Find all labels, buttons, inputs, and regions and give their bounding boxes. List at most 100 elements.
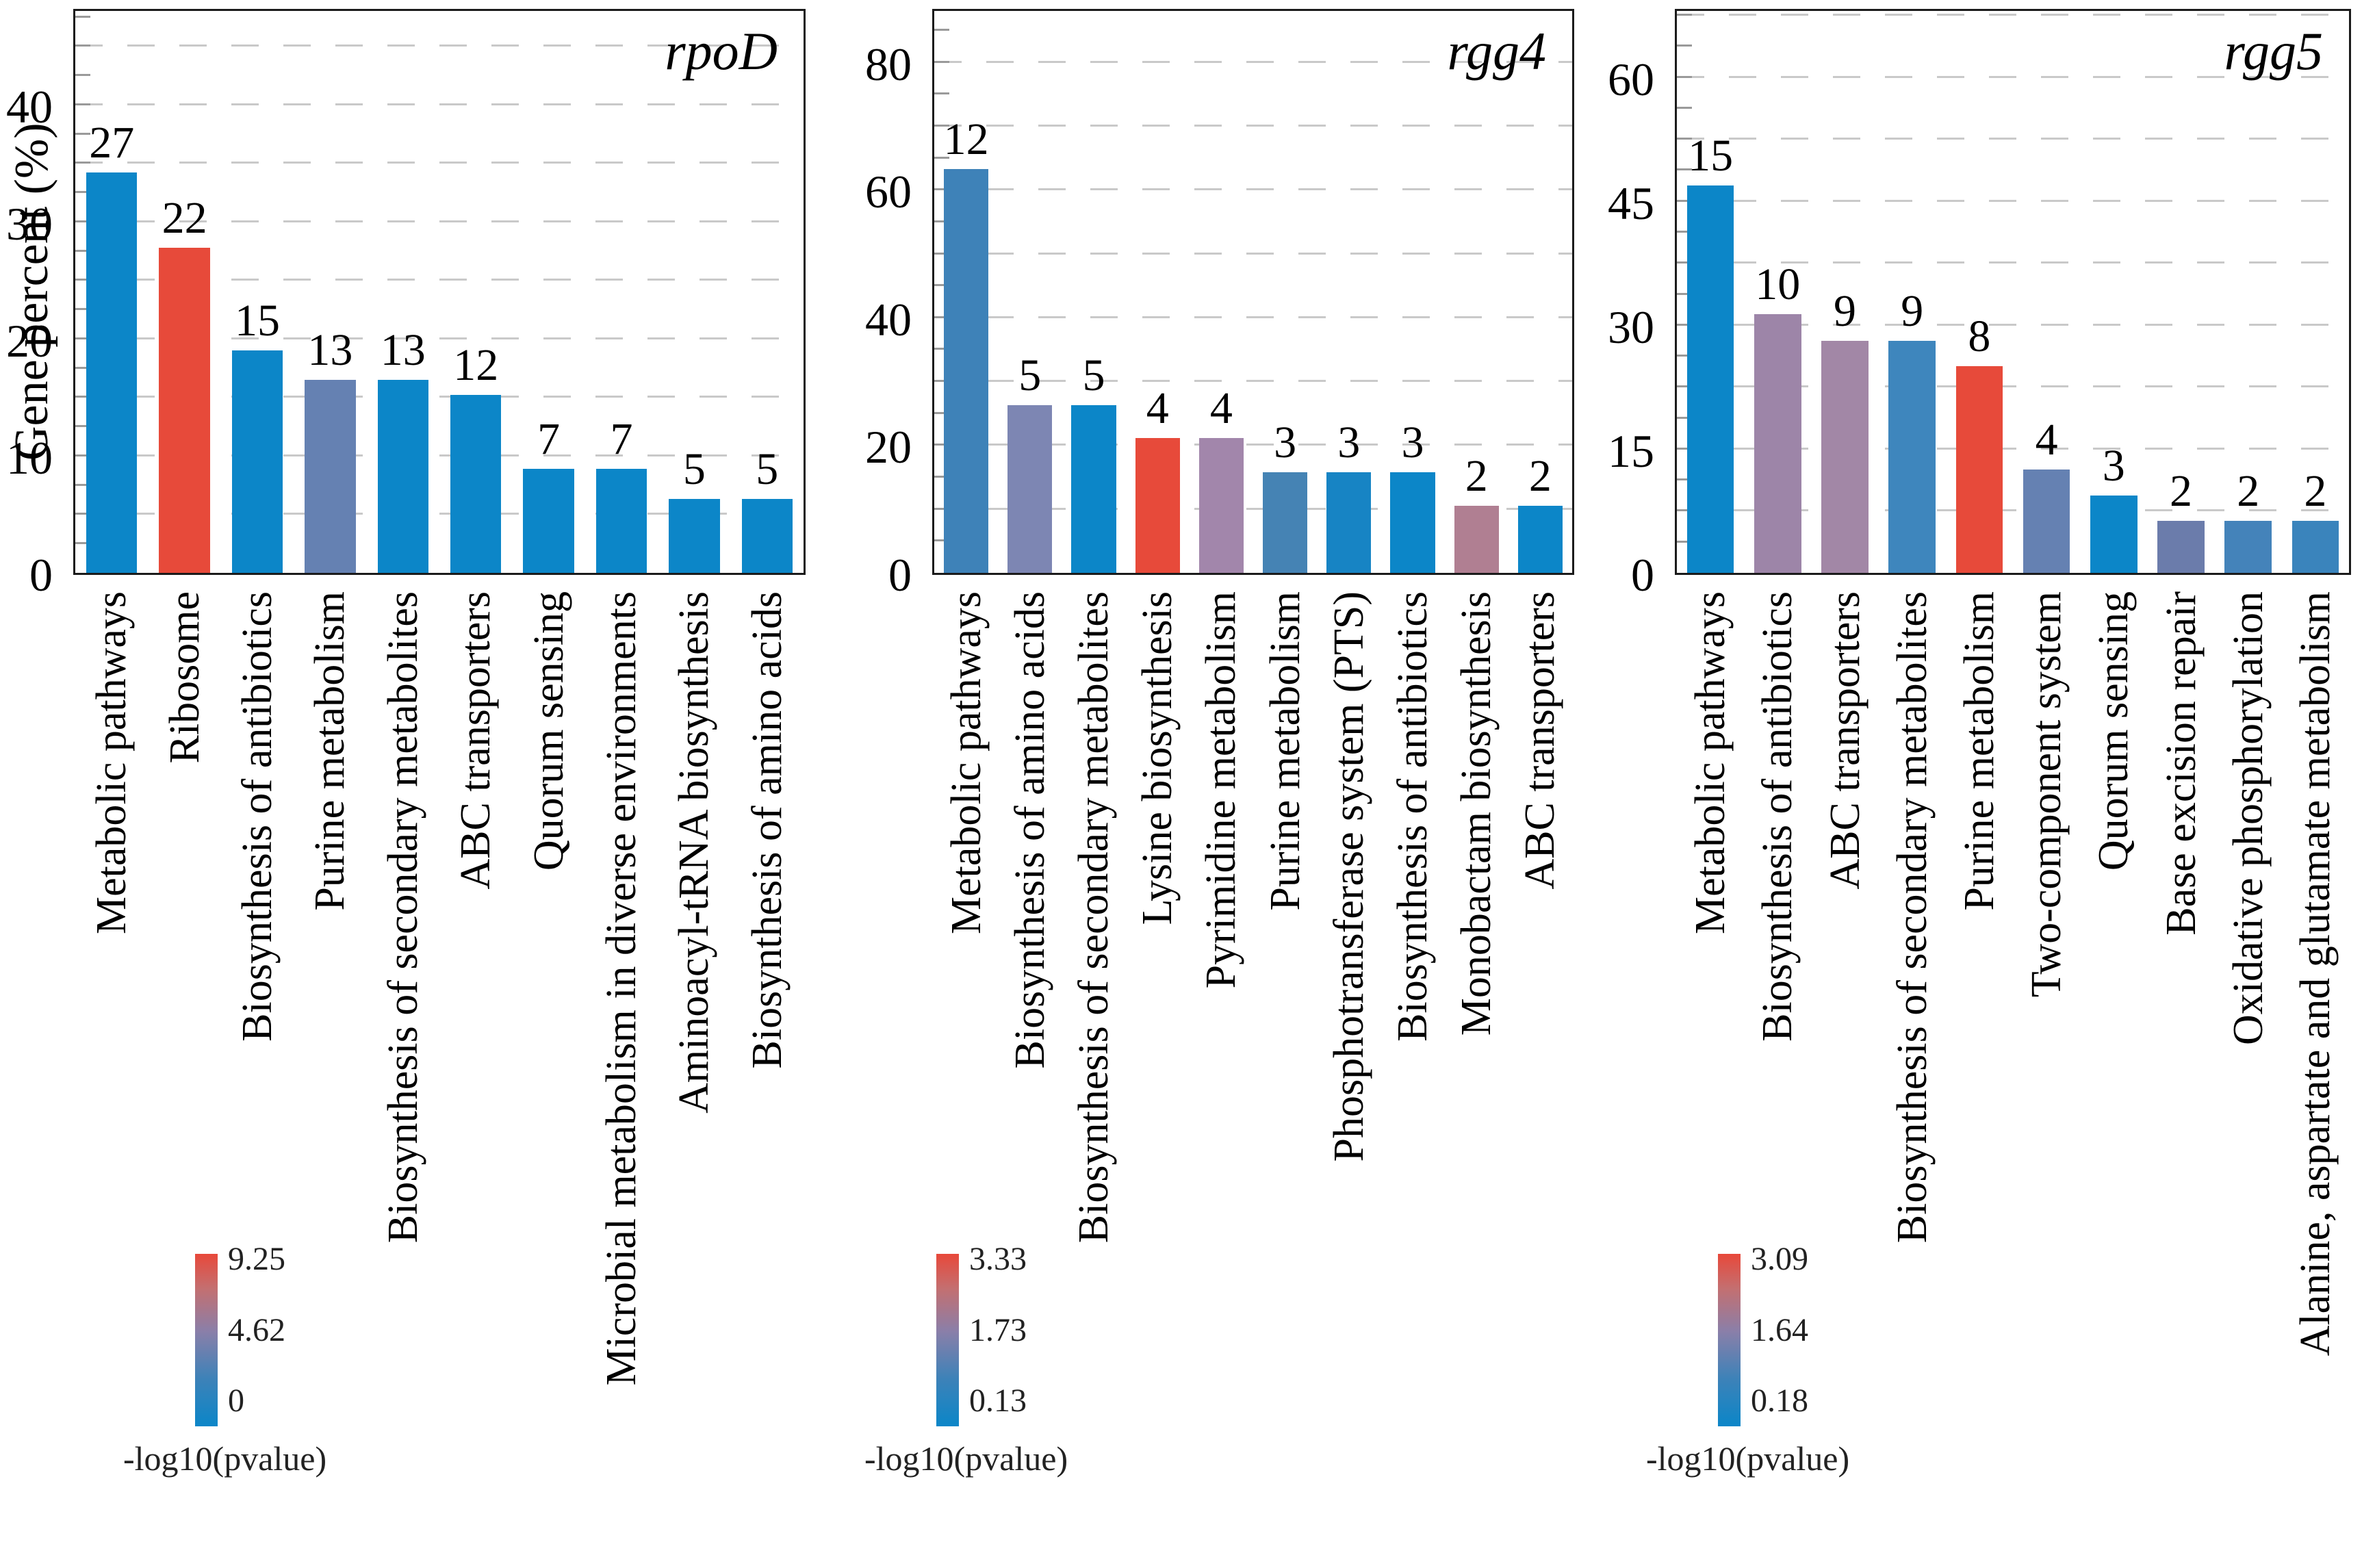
bar-value-label: 15 [235,296,280,346]
gridline [1677,447,2349,450]
y-minor-tick [75,513,90,515]
y-minor-tick [75,483,90,486]
x-category-label: Purine metabolism [1955,591,2003,911]
bar [523,468,574,573]
y-minor-tick [1677,540,1692,543]
legend-tick-label: 1.64 [1751,1312,1808,1348]
x-category-label: Metabolic pathways [88,591,136,935]
bar-value-label: 2 [2170,465,2192,516]
bar [1517,506,1563,573]
y-tick-label: 0 [29,549,53,601]
y-minor-tick [1677,230,1692,233]
bar [2157,520,2205,573]
gridline [75,279,804,281]
y-minor-tick [1677,44,1692,47]
bar-value-label: 4 [1209,383,1233,434]
bar [1135,438,1180,573]
chart-title: rgg4 [1447,21,1546,81]
y-minor-tick [934,411,949,414]
legend-tick-label: 0.18 [1751,1383,1808,1419]
legend-tick-label: 1.73 [969,1312,1027,1348]
y-minor-tick [1677,355,1692,357]
gridline [1677,199,2349,202]
y-minor-tick [75,366,90,369]
gridline [934,316,1572,318]
bar [2090,495,2138,573]
y-minor-tick [1677,168,1692,171]
bar [1071,404,1116,573]
y-tick-label: 20 [6,314,53,367]
bar-value-label: 12 [943,114,989,165]
bar [1754,314,1801,573]
bar-value-label: 3 [1401,417,1424,467]
y-minor-tick [75,44,90,47]
gridline [1677,75,2349,78]
bar [1262,472,1308,573]
y-tick-label: 15 [1608,424,1654,477]
gridline [934,188,1572,191]
bar-value-label: 2 [1465,451,1488,502]
gridline [934,252,1572,255]
bar [1198,438,1244,573]
bar-value-label: 13 [307,324,353,375]
y-minor-tick [75,132,90,135]
y-minor-tick [75,279,90,281]
bar [1454,506,1499,573]
y-minor-tick [934,29,949,31]
gridline [1677,385,2349,388]
y-minor-tick [934,220,949,222]
y-minor-tick [1677,199,1692,202]
bar-value-label: 5 [756,444,779,495]
gridline [934,444,1572,446]
x-category-label: Purine metabolism [307,591,354,911]
bar-value-label: 2 [2304,465,2327,516]
bar-value-label: 5 [682,444,706,495]
legend-caption: -log10(pvalue) [864,1439,1068,1478]
gridline [1677,509,2349,512]
y-minor-tick [934,380,949,383]
y-tick-label: 40 [865,293,912,346]
bar-value-label: 5 [1018,350,1042,400]
legend-caption: -log10(pvalue) [123,1439,327,1478]
x-category-label: Quorum sensing [525,591,572,871]
x-category-label: Purine metabolism [1261,591,1309,911]
x-category-label: Biosynthesis of secondary metabolites [1888,591,1936,1244]
chart-title: rpoD [665,21,778,81]
x-category-label: Metabolic pathways [1687,591,1734,935]
y-tick-label: 0 [1631,549,1654,601]
y-tick-label: 60 [1608,53,1654,105]
legend-tick-label: 0 [228,1383,244,1419]
y-minor-tick [75,454,90,457]
y-minor-tick [75,308,90,311]
bar-value-label: 9 [1901,285,1924,336]
gridline [1677,138,2349,140]
bar-value-label: 2 [2237,465,2260,516]
y-minor-tick [1677,323,1692,326]
bar [1390,472,1435,573]
bar-value-label: 2 [1528,451,1552,502]
x-category-label: Aminoacyl-tRNA biosynthesis [671,591,718,1114]
y-minor-tick [934,348,949,350]
bar [1821,340,1869,573]
x-category-label: ABC transporters [1517,591,1564,890]
y-minor-tick [1677,138,1692,140]
y-tick-label: 30 [1608,300,1654,353]
gridline [934,380,1572,383]
y-minor-tick [75,249,90,252]
y-minor-tick [1677,385,1692,388]
y-minor-tick [75,220,90,222]
bar [595,468,647,573]
y-minor-tick [934,284,949,287]
x-category-label: Biosynthesis of amino acids [743,591,791,1069]
chart-title: rgg5 [2224,21,2323,81]
y-minor-tick [1677,292,1692,295]
y-minor-tick [75,103,90,105]
y-minor-tick [934,444,949,446]
y-minor-tick [1677,14,1692,16]
y-minor-tick [75,542,90,545]
y-tick-label: 10 [6,431,53,484]
y-minor-tick [934,316,949,318]
x-category-label: Biosynthesis of antibiotics [1389,591,1436,1042]
y-minor-tick [934,539,949,542]
